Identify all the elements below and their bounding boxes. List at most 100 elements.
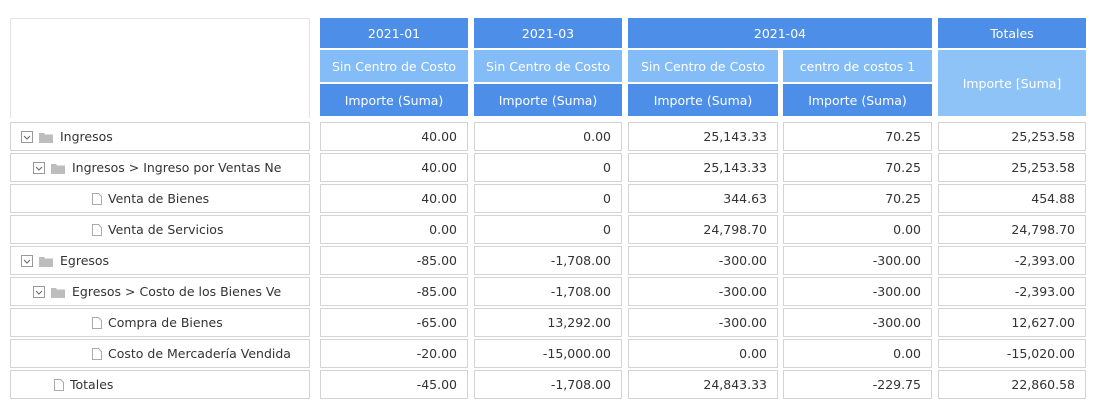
cell-text: centro de costos 1 bbox=[799, 58, 916, 74]
cell-text: -300.00 bbox=[718, 253, 767, 268]
cell-text: 25,143.33 bbox=[703, 129, 767, 144]
center-header[interactable]: Sin Centro de Costo bbox=[320, 50, 468, 82]
date-header[interactable]: 2021-04 bbox=[628, 18, 932, 48]
row-header[interactable]: Egresos > Costo de los Bienes Ve bbox=[10, 277, 310, 306]
cell-text: -300.00 bbox=[718, 284, 767, 299]
value-cell: 0 bbox=[474, 215, 622, 244]
value-cell: -20.00 bbox=[320, 339, 468, 368]
row-label: Totales bbox=[70, 377, 114, 392]
cell-text: 454.88 bbox=[1031, 191, 1075, 206]
row-header[interactable]: Egresos bbox=[10, 246, 310, 275]
cell-text: 25,253.58 bbox=[1011, 160, 1075, 175]
expand-folder-icon[interactable] bbox=[33, 285, 67, 299]
measure-header[interactable]: Importe (Suma) bbox=[474, 84, 622, 116]
cell-text: 0.00 bbox=[583, 129, 611, 144]
value-cell: 25,143.33 bbox=[628, 153, 778, 182]
value-cell: 0.00 bbox=[320, 215, 468, 244]
date-header[interactable]: 2021-01 bbox=[320, 18, 468, 48]
cell-text: 0.00 bbox=[893, 346, 921, 361]
value-cell: -85.00 bbox=[320, 277, 468, 306]
cell-text: 2021-03 bbox=[521, 25, 575, 41]
cell-text: Totales bbox=[990, 25, 1034, 41]
value-cell: -45.00 bbox=[320, 370, 468, 399]
row-header[interactable]: Venta de Bienes bbox=[10, 184, 310, 213]
row-header[interactable]: Venta de Servicios bbox=[10, 215, 310, 244]
cell-text: 40.00 bbox=[421, 191, 457, 206]
value-cell: -85.00 bbox=[320, 246, 468, 275]
cell-text: -300.00 bbox=[718, 315, 767, 330]
value-cell: 40.00 bbox=[320, 184, 468, 213]
value-cell: -1,708.00 bbox=[474, 277, 622, 306]
center-header[interactable]: Sin Centro de Costo bbox=[628, 50, 778, 82]
row-label: Ingresos > Ingreso por Ventas Ne bbox=[72, 160, 282, 175]
cell-text: Importe (Suma) bbox=[344, 92, 444, 108]
value-cell: 24,798.70 bbox=[938, 215, 1086, 244]
value-cell: -300.00 bbox=[628, 246, 778, 275]
value-cell: -300.00 bbox=[783, 277, 932, 306]
file-icon bbox=[92, 316, 102, 329]
row-label: Venta de Bienes bbox=[108, 191, 210, 206]
value-cell: -229.75 bbox=[783, 370, 932, 399]
value-cell: 22,860.58 bbox=[938, 370, 1086, 399]
row-header[interactable]: Ingresos > Ingreso por Ventas Ne bbox=[10, 153, 310, 182]
value-cell: -1,708.00 bbox=[474, 246, 622, 275]
expand-folder-icon[interactable] bbox=[21, 130, 55, 144]
value-cell: 0.00 bbox=[474, 122, 622, 151]
row-header[interactable]: Totales bbox=[10, 370, 310, 399]
value-cell: 13,292.00 bbox=[474, 308, 622, 337]
cell-text: -229.75 bbox=[872, 377, 921, 392]
value-cell: -1,708.00 bbox=[474, 370, 622, 399]
cell-text: 344.63 bbox=[723, 191, 767, 206]
cell-text: -15,000.00 bbox=[542, 346, 611, 361]
row-header[interactable]: Ingresos bbox=[10, 122, 310, 151]
expand-folder-icon[interactable] bbox=[21, 254, 55, 268]
file-icon bbox=[92, 347, 102, 360]
value-cell: 24,798.70 bbox=[628, 215, 778, 244]
value-cell: 70.25 bbox=[783, 153, 932, 182]
value-cell: -15,000.00 bbox=[474, 339, 622, 368]
measure-header[interactable]: Importe (Suma) bbox=[320, 84, 468, 116]
row-header[interactable]: Compra de Bienes bbox=[10, 308, 310, 337]
measure-header[interactable]: Importe (Suma) bbox=[783, 84, 932, 116]
value-cell: 0 bbox=[474, 153, 622, 182]
value-cell: 344.63 bbox=[628, 184, 778, 213]
cell-text: Sin Centro de Costo bbox=[485, 58, 611, 74]
cell-text: -15,020.00 bbox=[1006, 346, 1075, 361]
cell-text: Importe (Suma) bbox=[808, 92, 907, 108]
measure-header[interactable]: Importe (Suma) bbox=[628, 84, 778, 116]
value-cell: 12,627.00 bbox=[938, 308, 1086, 337]
cell-text: Importe [Suma] bbox=[962, 75, 1062, 91]
total-measure-header[interactable]: Importe [Suma] bbox=[938, 50, 1086, 116]
value-cell: 40.00 bbox=[320, 153, 468, 182]
cell-text: 0.00 bbox=[429, 222, 457, 237]
value-cell: 70.25 bbox=[783, 184, 932, 213]
cell-text: -1,708.00 bbox=[550, 253, 611, 268]
cell-text: 0 bbox=[603, 191, 611, 206]
center-header[interactable]: Sin Centro de Costo bbox=[474, 50, 622, 82]
cell-text: 70.25 bbox=[885, 191, 921, 206]
corner-cell bbox=[10, 18, 310, 118]
value-cell: -15,020.00 bbox=[938, 339, 1086, 368]
cell-text: 0 bbox=[603, 160, 611, 175]
cell-text: -85.00 bbox=[416, 284, 457, 299]
center-header[interactable]: centro de costos 1 bbox=[783, 50, 932, 82]
cell-text: 25,143.33 bbox=[703, 160, 767, 175]
value-cell: 0 bbox=[474, 184, 622, 213]
cell-text: -2,393.00 bbox=[1014, 253, 1075, 268]
expand-folder-icon[interactable] bbox=[33, 161, 67, 175]
row-label: Egresos bbox=[60, 253, 110, 268]
cell-text: -45.00 bbox=[416, 377, 457, 392]
value-cell: 454.88 bbox=[938, 184, 1086, 213]
date-header[interactable]: Totales bbox=[938, 18, 1086, 48]
value-cell: -2,393.00 bbox=[938, 277, 1086, 306]
cell-text: 24,798.70 bbox=[1011, 222, 1075, 237]
cell-text: 2021-01 bbox=[367, 25, 421, 41]
cell-text: 13,292.00 bbox=[547, 315, 611, 330]
cell-text: -85.00 bbox=[416, 253, 457, 268]
date-header[interactable]: 2021-03 bbox=[474, 18, 622, 48]
cell-text: -1,708.00 bbox=[550, 284, 611, 299]
cell-text: -1,708.00 bbox=[550, 377, 611, 392]
value-cell: -300.00 bbox=[628, 308, 778, 337]
row-header[interactable]: Costo de Mercadería Vendida bbox=[10, 339, 310, 368]
